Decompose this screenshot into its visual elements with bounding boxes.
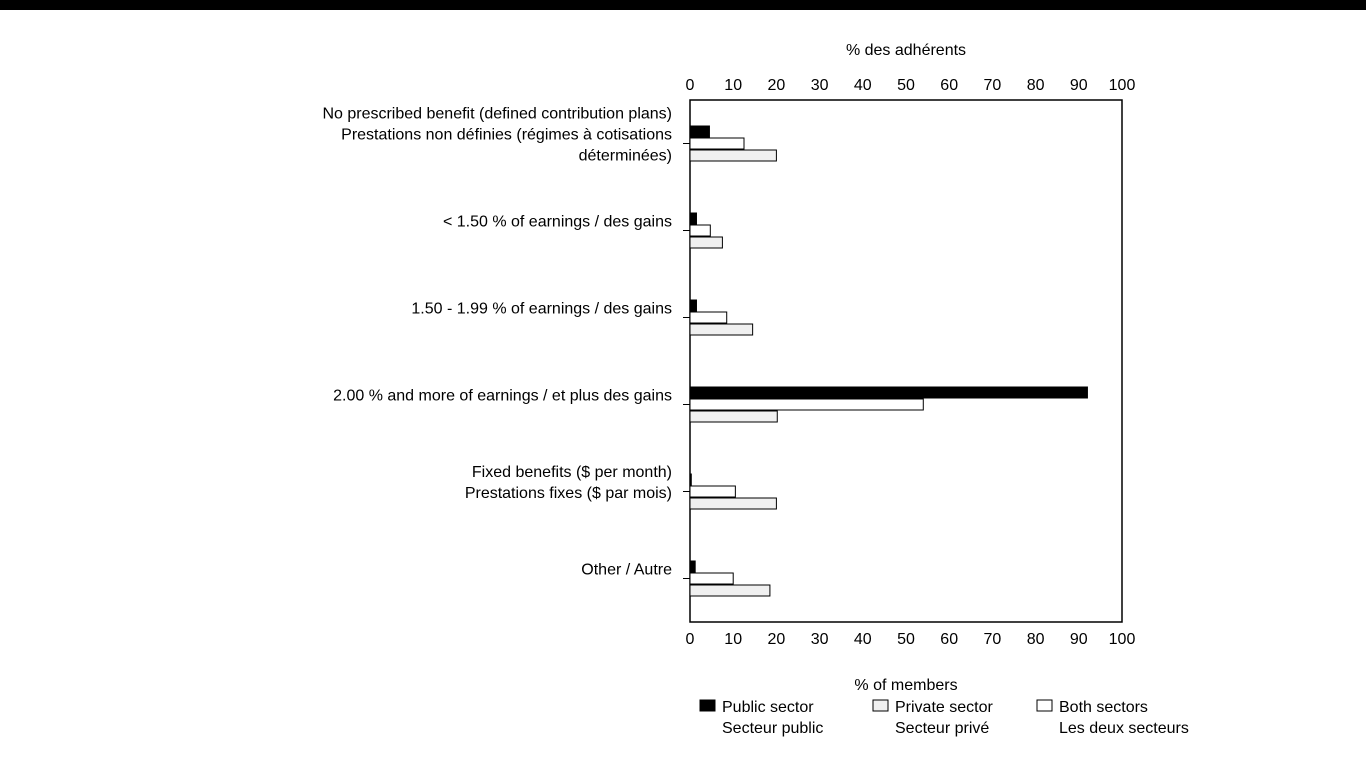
top-tick-label: 30 — [811, 77, 829, 94]
bar-both-sectors — [689, 137, 745, 150]
bar-private-sector — [689, 584, 771, 597]
legend-label-fr: Les deux secteurs — [1059, 720, 1189, 737]
bar-public-sector — [689, 386, 1088, 399]
top-tick-label: 10 — [724, 77, 742, 94]
category-label: Prestations fixes ($ par mois) — [465, 485, 672, 502]
top-tick-label: 60 — [940, 77, 958, 94]
bottom-tick-label: 100 — [1109, 631, 1136, 648]
top-tick-label: 90 — [1070, 77, 1088, 94]
bar-both-sectors — [689, 572, 734, 585]
top-tick-label: 100 — [1109, 77, 1136, 94]
legend-label: Both sectors — [1059, 699, 1148, 716]
top-tick-label: 80 — [1027, 77, 1045, 94]
category-label: Other / Autre — [581, 562, 672, 579]
top-rule — [0, 0, 1366, 10]
bottom-tick-label: 0 — [686, 631, 695, 648]
bar-public-sector — [689, 212, 697, 225]
bottom-tick-label: 20 — [768, 631, 786, 648]
bar-private-sector — [689, 149, 777, 162]
category-label: 1.50 - 1.99 % of earnings / des gains — [411, 301, 672, 318]
bar-both-sectors — [689, 224, 711, 237]
bar-both-sectors — [689, 398, 924, 411]
legend-swatch — [699, 699, 716, 712]
top-tick-label: 20 — [768, 77, 786, 94]
category-labels: No prescribed benefit (defined contribut… — [322, 106, 672, 579]
bottom-tick-label: 70 — [984, 631, 1002, 648]
top-tick-label: 40 — [854, 77, 872, 94]
legend: Public sector Secteur public Private secto… — [699, 699, 1189, 737]
legend-swatch — [1036, 699, 1053, 712]
bottom-tick-label: 50 — [897, 631, 915, 648]
legend-label: Public sector — [722, 699, 814, 716]
bar-private-sector — [689, 236, 723, 249]
bottom-tick-label: 80 — [1027, 631, 1045, 648]
bottom-tick-label: 30 — [811, 631, 829, 648]
plot-frame — [689, 99, 1123, 623]
bottom-tick-label: 60 — [940, 631, 958, 648]
bar-public-sector — [689, 125, 710, 138]
bar-private-sector — [689, 323, 754, 336]
top-tick-label: 70 — [984, 77, 1002, 94]
bar-private-sector — [689, 410, 778, 423]
top-tick-label: 50 — [897, 77, 915, 94]
bar-both-sectors — [689, 485, 736, 498]
top-tick-labels: 0 10 20 30 40 50 60 70 80 90 100 — [686, 77, 1136, 94]
legend-label: Private sector — [895, 699, 993, 716]
x-axis-title-top: % des adhérents — [846, 42, 966, 59]
bar-public-sector — [689, 473, 692, 486]
x-axis-title: % of members — [854, 677, 957, 694]
bar-public-sector — [689, 560, 696, 573]
category-label: 2.00 % and more of earnings / et plus de… — [333, 388, 672, 405]
bottom-tick-label: 40 — [854, 631, 872, 648]
category-label: < 1.50 % of earnings / des gains — [443, 214, 672, 231]
bar-public-sector — [689, 299, 697, 312]
category-label: déterminées) — [579, 148, 672, 165]
category-label: Fixed benefits ($ per month) — [472, 464, 672, 481]
legend-swatch — [872, 699, 889, 712]
category-label: No prescribed benefit (defined contribut… — [322, 106, 672, 123]
bottom-tick-label: 10 — [724, 631, 742, 648]
bottom-tick-label: 90 — [1070, 631, 1088, 648]
top-tick-label: 0 — [686, 77, 695, 94]
bars — [683, 125, 1088, 597]
category-label: Prestations non définies (régimes à coti… — [341, 127, 672, 144]
legend-label-fr: Secteur public — [722, 720, 823, 737]
bar-private-sector — [689, 497, 777, 510]
bar-both-sectors — [689, 311, 728, 324]
legend-label-fr: Secteur privé — [895, 720, 989, 737]
bottom-tick-labels: 0 10 20 30 40 50 60 70 80 90 100 — [686, 631, 1136, 648]
